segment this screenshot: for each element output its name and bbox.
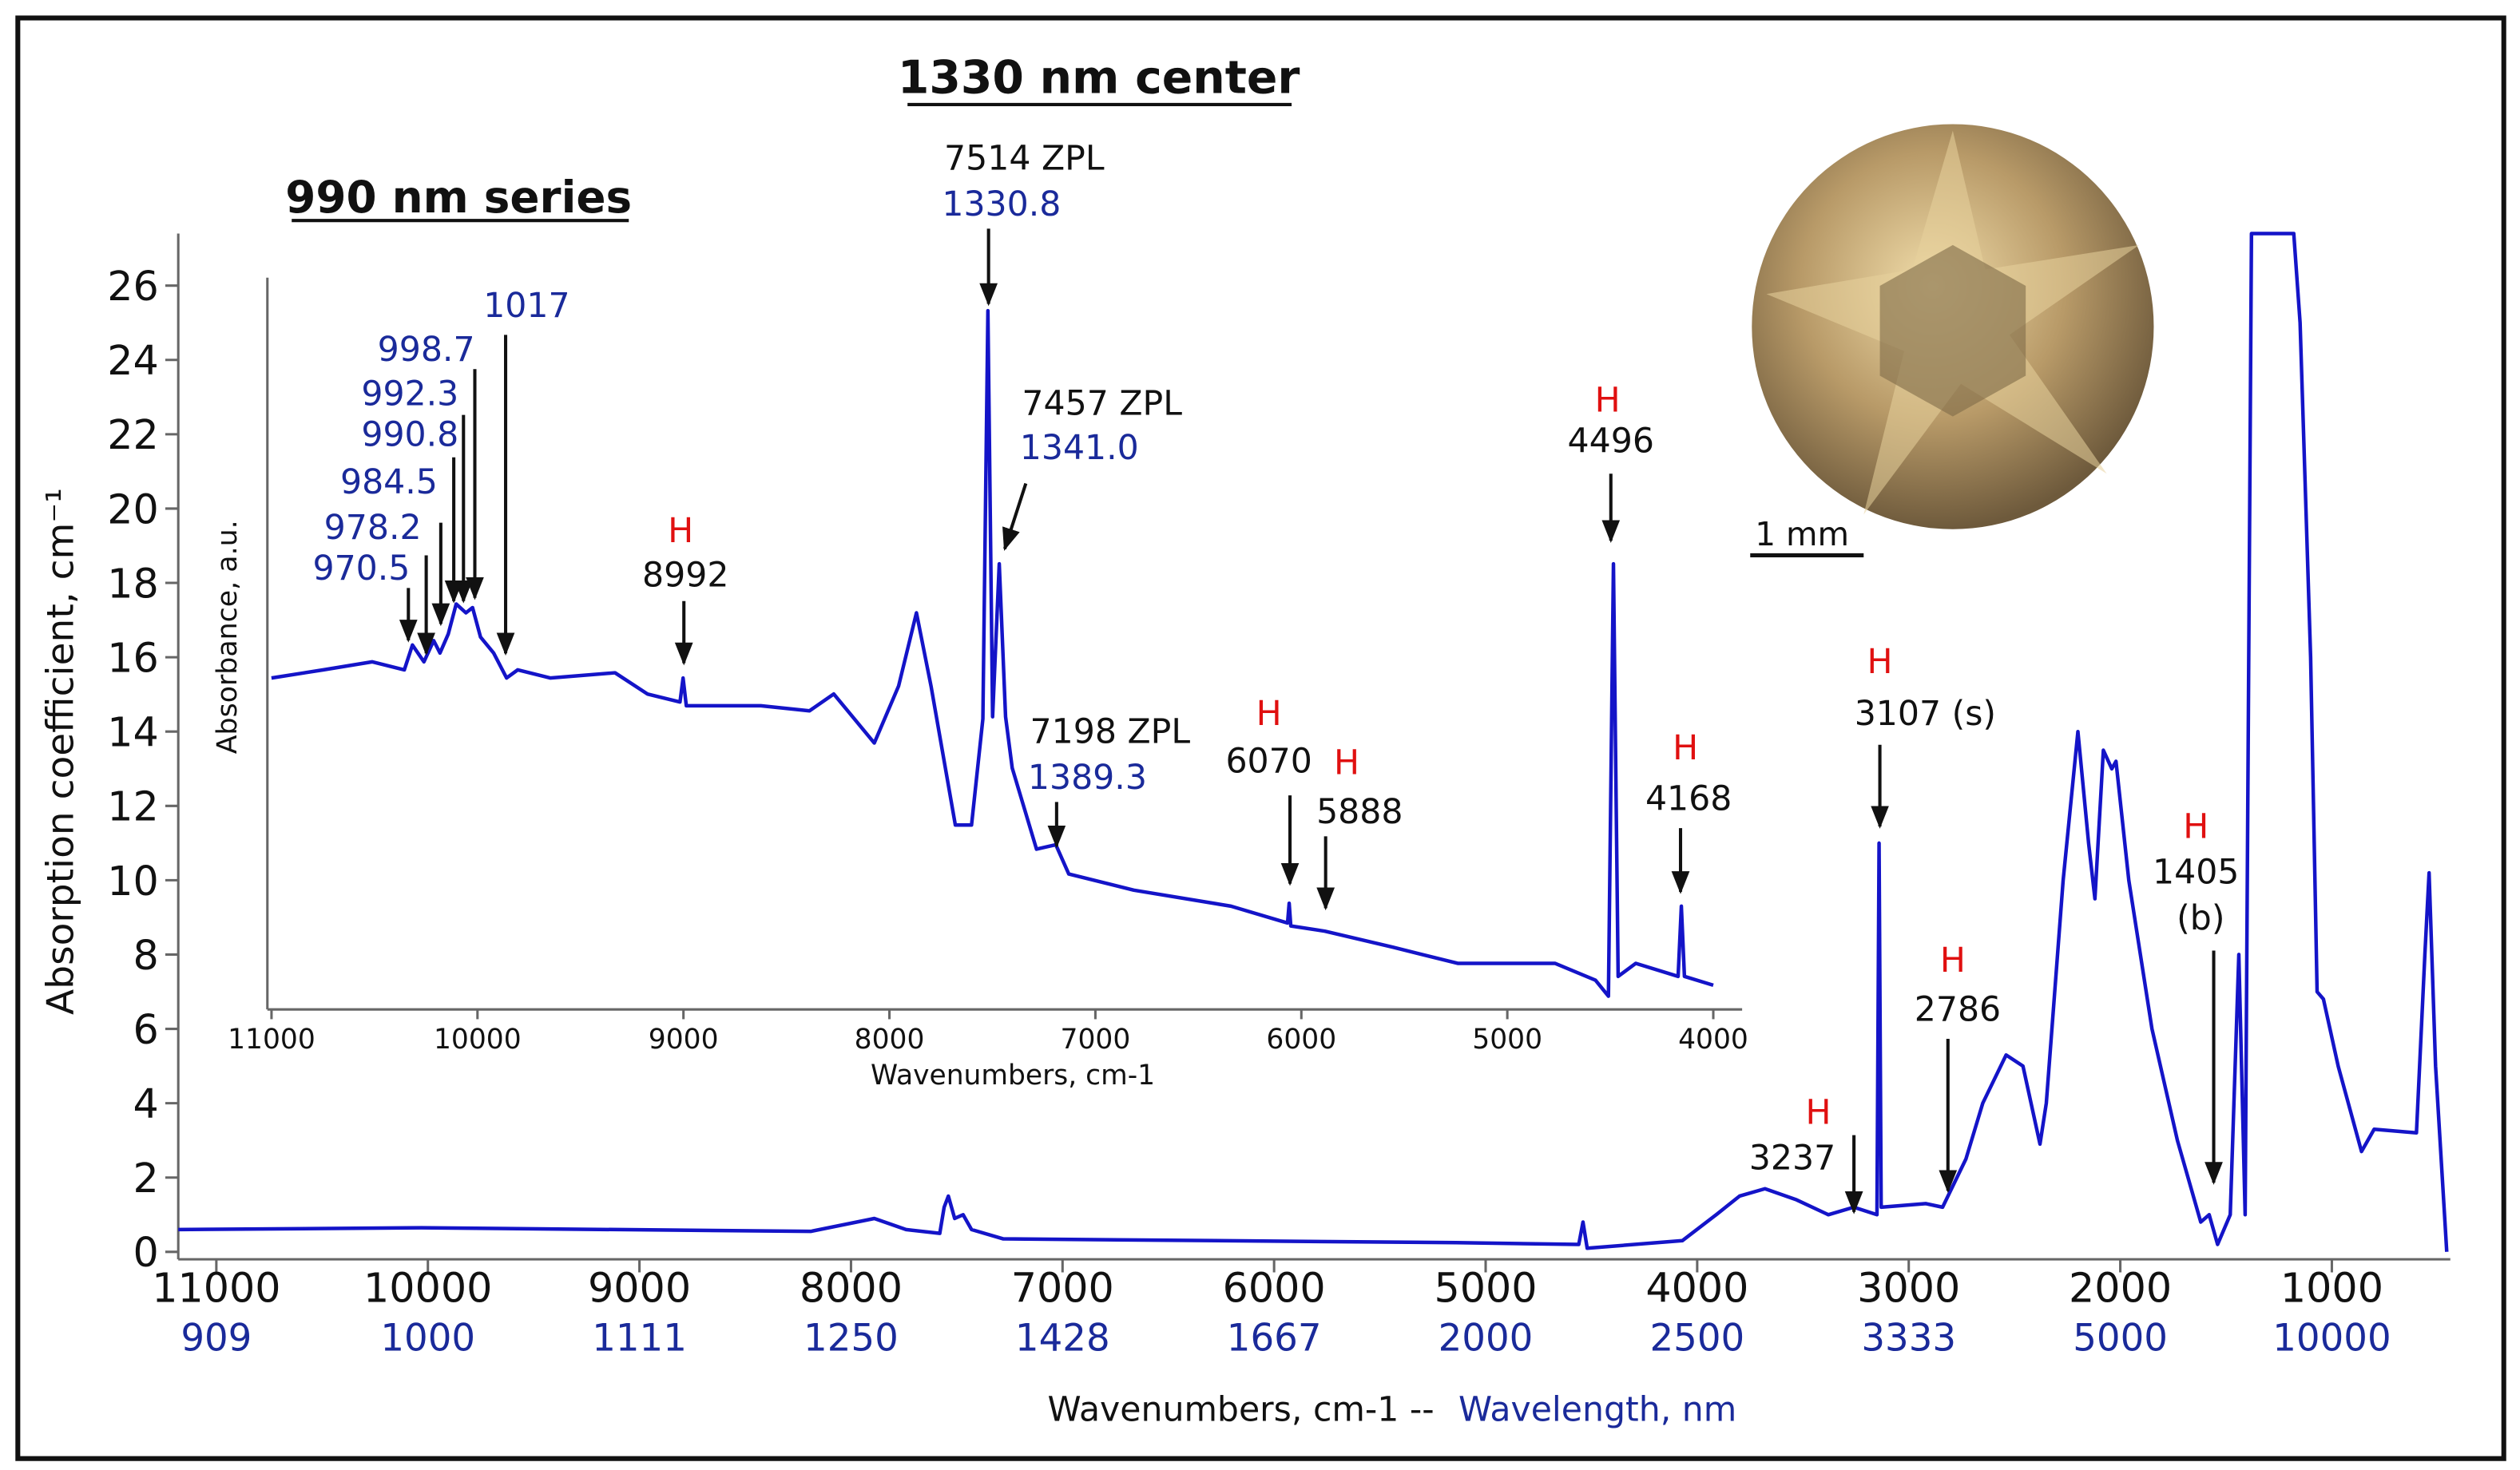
x-tick-label: 6000 xyxy=(1266,1024,1336,1056)
x-tick-label: 3000 xyxy=(1857,1265,1960,1312)
gem-table xyxy=(1879,244,2026,417)
x2-tick-label: 1111 xyxy=(592,1317,687,1361)
x2-tick-label: 1428 xyxy=(1015,1317,1110,1361)
x2-tick-label: 3333 xyxy=(1861,1317,1956,1361)
y-tick-label: 12 xyxy=(107,784,159,831)
x-tick-label: 2000 xyxy=(2069,1265,2172,1312)
y-tick-label: 16 xyxy=(107,635,159,682)
annotation: 5888 xyxy=(1316,792,1403,832)
x-axis-label: Wavenumbers, cm-1 -- xyxy=(1048,1389,1435,1429)
scale-label: 1 mm xyxy=(1755,515,1849,553)
annotation: 8992 xyxy=(642,555,728,595)
annotation: H xyxy=(1334,743,1359,783)
annotation: H xyxy=(1805,1092,1831,1132)
y-tick-label: 0 xyxy=(133,1230,159,1277)
x2-tick-label: 1250 xyxy=(804,1317,899,1361)
main-title: 1330 nm center xyxy=(898,51,1300,104)
annotation: 970.5 xyxy=(312,549,410,588)
annotation: 3237 xyxy=(1749,1138,1835,1178)
x2-tick-label: 5000 xyxy=(2073,1317,2168,1361)
annotation: 2786 xyxy=(1915,989,2001,1029)
y-axis-label: Absorbance, a.u. xyxy=(212,520,244,754)
y-tick-label: 6 xyxy=(133,1007,159,1054)
annotation: 990.8 xyxy=(361,414,458,454)
annotation: 4168 xyxy=(1645,779,1732,818)
annotation: H xyxy=(668,511,693,551)
x2-tick-label: 909 xyxy=(181,1317,252,1361)
annotation: 1405 xyxy=(2153,852,2239,892)
annotation: H xyxy=(1867,642,1893,682)
x-tick-label: 11000 xyxy=(152,1265,280,1312)
x-tick-label: 11000 xyxy=(228,1024,315,1056)
spectrum-line xyxy=(178,232,2449,1252)
x2-axis-label: Wavelength, nm xyxy=(1458,1389,1736,1429)
annotation: 998.7 xyxy=(378,330,475,370)
x2-tick-label: 2500 xyxy=(1649,1317,1744,1361)
x2-tick-label: 1667 xyxy=(1227,1317,1322,1361)
x-tick-label: 7000 xyxy=(1011,1265,1114,1312)
y-tick-label: 4 xyxy=(133,1081,159,1128)
x-tick-label: 9000 xyxy=(649,1024,719,1056)
annotation-arrow xyxy=(1002,482,1028,552)
x-axis-label: Wavenumbers, cm-1 xyxy=(871,1060,1155,1092)
annotation: 984.5 xyxy=(340,462,438,502)
x2-tick-label: 1000 xyxy=(380,1317,475,1361)
annotation: H xyxy=(1256,694,1282,734)
annotation: 6070 xyxy=(1225,741,1312,781)
annotation: 7198 ZPL xyxy=(1030,712,1191,752)
y-tick-label: 22 xyxy=(107,412,159,459)
annotation: 7457 ZPL xyxy=(1022,383,1182,423)
annotation: 1341.0 xyxy=(1020,428,1139,468)
x-tick-label: 4000 xyxy=(1678,1024,1748,1056)
annotation: 4496 xyxy=(1568,421,1654,461)
x-tick-label: 1000 xyxy=(2280,1265,2383,1312)
y-tick-label: 10 xyxy=(107,858,159,905)
annotation: 3107 (s) xyxy=(1855,694,1996,734)
y-tick-label: 24 xyxy=(107,338,159,385)
annotation: H xyxy=(2183,806,2208,846)
x-tick-label: 6000 xyxy=(1223,1265,1326,1312)
x-tick-label: 10000 xyxy=(434,1024,522,1056)
x-tick-label: 9000 xyxy=(588,1265,691,1312)
y-tick-label: 20 xyxy=(107,486,159,533)
x-tick-label: 10000 xyxy=(363,1265,492,1312)
annotation: 7514 ZPL xyxy=(944,139,1105,179)
annotation: 1389.3 xyxy=(1028,758,1147,798)
annotation: 978.2 xyxy=(324,508,422,548)
gem-photo xyxy=(1752,124,2154,529)
frame xyxy=(15,15,2506,1461)
annotation: 992.3 xyxy=(361,374,458,414)
spectrum-line xyxy=(271,308,1714,998)
x-tick-label: 4000 xyxy=(1645,1265,1748,1312)
y-tick-label: 8 xyxy=(133,933,159,980)
annotation: H xyxy=(1940,941,1966,981)
annotation: (b) xyxy=(2177,898,2224,938)
x-tick-label: 5000 xyxy=(1472,1024,1542,1056)
x2-tick-label: 2000 xyxy=(1439,1317,1534,1361)
y-tick-label: 26 xyxy=(107,263,159,311)
x-tick-label: 8000 xyxy=(855,1024,925,1056)
x-tick-label: 8000 xyxy=(800,1265,903,1312)
annotation: H xyxy=(1595,380,1621,420)
x2-tick-label: 10000 xyxy=(2272,1317,2391,1361)
x-tick-label: 5000 xyxy=(1434,1265,1537,1312)
y-axis-label: Absorption coefficient, cm⁻¹ xyxy=(39,488,82,1015)
inset-title: 990 nm series xyxy=(285,172,632,223)
y-tick-label: 18 xyxy=(107,561,159,608)
annotation: 1330.8 xyxy=(942,184,1061,224)
y-tick-label: 2 xyxy=(133,1155,159,1203)
annotation: 1017 xyxy=(483,286,569,326)
x-tick-label: 7000 xyxy=(1061,1024,1131,1056)
annotation: H xyxy=(1673,728,1698,768)
y-tick-label: 14 xyxy=(107,709,159,756)
